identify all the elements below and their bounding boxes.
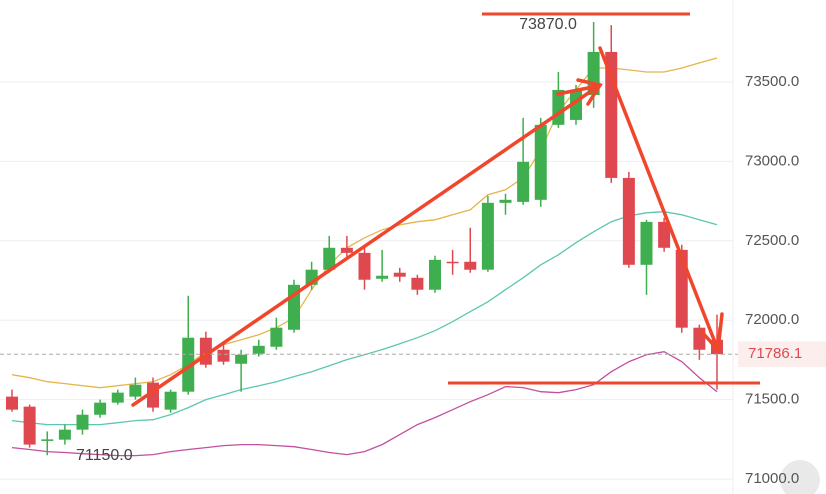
arrow-short: [556, 84, 600, 96]
candle-body: [622, 177, 635, 265]
candle-body: [393, 272, 406, 277]
candle-body: [481, 202, 494, 270]
candle-body: [499, 199, 512, 203]
candle-body: [693, 327, 706, 350]
candle-body: [235, 354, 248, 364]
last-price-box: [738, 341, 826, 368]
candle-body: [270, 327, 283, 347]
arrows: [131, 46, 724, 407]
candle-body: [358, 252, 371, 280]
watermark: [780, 460, 820, 494]
candle-body: [517, 161, 530, 202]
annotations: [131, 12, 760, 407]
low-label: 71150.0: [76, 447, 133, 464]
arrow-tail: [716, 312, 724, 352]
candle-body: [94, 402, 107, 415]
candle-body: [534, 124, 547, 200]
candle-body: [252, 345, 265, 354]
candle-body: [129, 384, 142, 397]
candle-body: [429, 259, 441, 290]
arrow-head: [576, 78, 603, 106]
candle-body: [640, 221, 653, 265]
candle-body: [23, 406, 36, 445]
y-tick-label: 71500.0: [745, 391, 799, 408]
y-tick-label: 72000.0: [745, 311, 799, 328]
last-price-label: 71786.1: [748, 345, 802, 362]
arrow-up: [131, 83, 602, 407]
candle-body: [182, 337, 195, 392]
high-label: 73870.0: [519, 16, 577, 33]
y-tick-label: 73500.0: [745, 73, 799, 90]
candle-body: [58, 429, 71, 440]
candle-body: [464, 261, 477, 270]
candle-body: [6, 396, 18, 410]
candle-body: [658, 221, 671, 248]
candle-body: [323, 247, 336, 270]
candle-body: [111, 392, 124, 403]
arrow-down: [598, 46, 720, 352]
candle-body: [446, 261, 459, 264]
candle-body: [164, 391, 177, 410]
candle-body: [411, 277, 424, 290]
plot-area: [0, 22, 733, 480]
indicator-line: [11, 351, 718, 457]
candle-body: [217, 349, 230, 362]
y-tick-label: 73000.0: [745, 152, 799, 169]
candle-body: [376, 275, 389, 279]
candle-body: [340, 247, 353, 253]
y-tick-label: 72500.0: [745, 232, 799, 249]
candle-body: [76, 414, 89, 430]
candle-body: [41, 439, 54, 441]
y-tick-label: 71000.0: [745, 470, 799, 487]
